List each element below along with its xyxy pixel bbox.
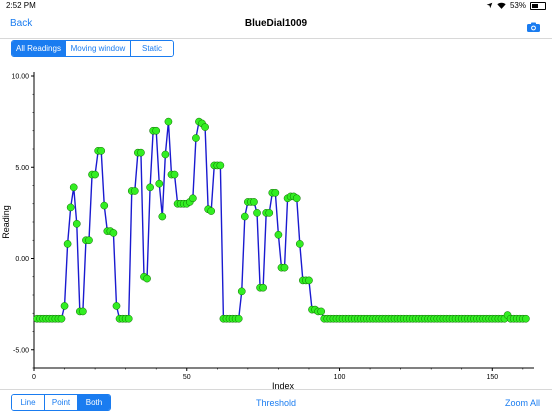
battery-fill [532, 3, 539, 8]
battery-icon [530, 1, 546, 10]
view-mode-static[interactable]: Static [130, 41, 173, 56]
view-mode-moving-window[interactable]: Moving window [65, 41, 130, 56]
data-point [63, 240, 72, 248]
data-point [152, 126, 161, 135]
view-mode-control: All Readings Moving window Static [11, 40, 174, 57]
y-tick-label: 0.00 [15, 256, 29, 263]
status-time: 2:52 PM [6, 1, 36, 10]
data-point [60, 302, 69, 310]
wifi-icon [497, 2, 506, 9]
data-point [158, 212, 167, 221]
data-point [522, 314, 530, 323]
location-icon [486, 2, 493, 9]
data-point [164, 117, 173, 126]
data-point [124, 314, 133, 323]
x-tick-label: 100 [334, 374, 346, 381]
plot-style-line[interactable]: Line [12, 395, 44, 410]
data-point [85, 236, 93, 245]
y-tick-label: 10.00 [11, 74, 29, 81]
data-point [100, 201, 109, 210]
y-tick-label: -5.00 [13, 347, 29, 354]
status-bar: 2:52 PM 53% [0, 0, 552, 12]
data-point [274, 230, 283, 239]
plot-style-both[interactable]: Both [77, 395, 110, 410]
data-point [72, 219, 81, 228]
data-point [66, 203, 75, 212]
data-point [250, 198, 258, 206]
x-tick-label: 50 [183, 374, 191, 381]
data-point [201, 123, 209, 131]
chart-area[interactable]: -5.00 0.00 5.00 10.00 0 50 100 150 Index Reading [0, 62, 552, 392]
data-point [192, 134, 200, 142]
data-point [79, 307, 87, 316]
x-axis-label: Index [272, 381, 295, 391]
data-point [91, 170, 99, 179]
y-axis-label: Reading [1, 205, 11, 239]
data-point [143, 274, 151, 283]
data-point [292, 194, 301, 203]
view-mode-all-readings[interactable]: All Readings [12, 41, 65, 56]
camera-icon [527, 22, 540, 32]
x-tick-label: 0 [32, 374, 36, 381]
data-point [207, 207, 216, 215]
x-tick-label: 150 [486, 374, 498, 381]
status-right: 53% [486, 1, 546, 10]
series-points [33, 117, 530, 323]
data-point [234, 314, 243, 323]
data-point [240, 212, 249, 221]
back-button[interactable]: Back [10, 18, 33, 29]
data-point [280, 263, 289, 272]
data-point [69, 183, 78, 192]
plot-style-control: Line Point Both [11, 394, 111, 411]
data-point [253, 209, 261, 217]
data-point [259, 283, 267, 292]
y-tick-label: 5.00 [15, 165, 29, 172]
data-point [146, 183, 154, 192]
data-point [97, 146, 106, 155]
data-point [161, 150, 170, 159]
data-point [305, 276, 313, 285]
series-line [37, 120, 526, 320]
data-point [137, 148, 145, 157]
data-point [112, 302, 121, 310]
data-point [265, 209, 274, 217]
camera-button[interactable] [527, 19, 540, 37]
data-point [189, 194, 197, 203]
page-title: BlueDial1009 [244, 18, 308, 29]
data-point [155, 179, 164, 188]
plot-style-point[interactable]: Point [44, 395, 77, 410]
data-point [216, 161, 225, 170]
data-point [109, 229, 118, 237]
readings-chart[interactable]: -5.00 0.00 5.00 10.00 0 50 100 150 Index Reading [0, 62, 552, 392]
data-point [271, 188, 280, 197]
zoom-all-button[interactable]: Zoom All [504, 398, 540, 408]
data-point [317, 307, 326, 316]
data-point [130, 187, 139, 195]
threshold-button[interactable]: Threshold [256, 398, 297, 408]
data-point [237, 287, 246, 296]
battery-percent: 53% [509, 1, 526, 10]
bottom-toolbar: Threshold Zoom All [0, 389, 552, 414]
data-point [170, 170, 179, 179]
data-point [57, 314, 66, 323]
data-point [295, 240, 304, 248]
navigation-bar: Back BlueDial1009 [0, 12, 552, 39]
